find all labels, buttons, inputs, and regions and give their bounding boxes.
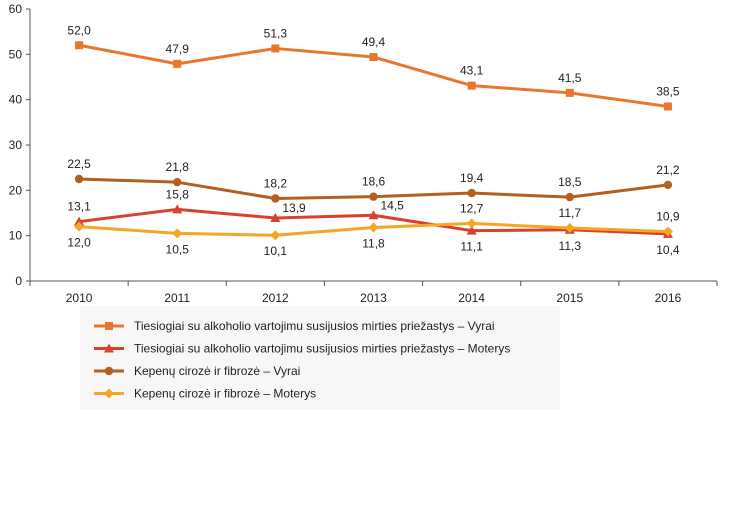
legend-label: Tiesiogiai su alkoholio vartojimu susiju… bbox=[134, 342, 510, 356]
series-group: 52,0 47,9 51,3 49,4 43,1 41,5 38,5 13,1 15,8 13,9… bbox=[67, 23, 680, 258]
data-point bbox=[467, 81, 476, 90]
legend-label: Kepenų cirozė ir fibrozė – Vyrai bbox=[134, 364, 300, 378]
data-label: 38,5 bbox=[656, 84, 680, 98]
data-point bbox=[74, 174, 84, 184]
legend-item: Tiesiogiai su alkoholio vartojimu susiju… bbox=[94, 342, 510, 356]
data-point bbox=[75, 41, 84, 50]
data-point bbox=[173, 59, 182, 68]
x-tick-label: 2010 bbox=[66, 291, 93, 305]
series-3: 22,5 21,8 18,2 18,6 19,4 18,5 21,2 bbox=[67, 157, 680, 203]
data-point bbox=[368, 210, 379, 220]
legend-marker bbox=[104, 343, 114, 353]
data-point bbox=[565, 192, 574, 202]
data-label: 10,9 bbox=[656, 210, 680, 224]
data-label: 10,1 bbox=[264, 244, 288, 258]
data-point bbox=[172, 204, 183, 214]
x-tick-label: 2011 bbox=[164, 291, 190, 305]
y-tick-label: 0 bbox=[15, 274, 22, 288]
x-tick-label: 2014 bbox=[458, 291, 485, 305]
x-tick-label: 2015 bbox=[556, 291, 583, 305]
legend-label: Kepenų cirozė ir fibrozė – Moterys bbox=[134, 387, 316, 401]
data-point bbox=[466, 225, 477, 235]
data-label: 52,0 bbox=[67, 23, 91, 37]
y-tick-label: 50 bbox=[9, 47, 23, 61]
data-label: 11,3 bbox=[559, 239, 582, 253]
data-label: 13,1 bbox=[67, 200, 91, 214]
data-point bbox=[369, 192, 378, 201]
x-tick-label: 2012 bbox=[262, 291, 289, 305]
data-label: 18,6 bbox=[362, 175, 386, 189]
data-label: 19,4 bbox=[460, 171, 484, 185]
y-tick-label: 10 bbox=[9, 229, 23, 243]
data-point bbox=[271, 44, 280, 53]
data-point bbox=[565, 88, 574, 97]
data-label: 21,8 bbox=[166, 160, 190, 174]
legend-marker bbox=[104, 388, 114, 399]
data-point bbox=[662, 226, 673, 237]
data-label: 43,1 bbox=[460, 64, 484, 78]
data-point bbox=[663, 180, 673, 190]
data-label: 12,0 bbox=[67, 236, 91, 250]
data-point bbox=[467, 188, 476, 198]
data-label: 47,9 bbox=[166, 42, 190, 56]
data-point bbox=[74, 216, 85, 226]
data-point bbox=[173, 177, 182, 187]
data-label: 15,8 bbox=[166, 187, 190, 201]
data-point bbox=[74, 221, 85, 232]
data-point bbox=[270, 212, 281, 222]
y-tick-label: 30 bbox=[9, 138, 23, 152]
legend-item: Kepenų cirozė ir fibrozė – Moterys bbox=[94, 387, 316, 401]
data-label: 11,7 bbox=[559, 206, 582, 220]
series-1: 52,0 47,9 51,3 49,4 43,1 41,5 38,5 bbox=[67, 23, 680, 111]
legend: Tiesiogiai su alkoholio vartojimu susiju… bbox=[94, 319, 510, 401]
data-label: 51,3 bbox=[264, 26, 288, 40]
data-label: 12,7 bbox=[460, 201, 484, 215]
legend-label: Tiesiogiai su alkoholio vartojimu susiju… bbox=[134, 319, 495, 333]
y-tick-label: 20 bbox=[9, 183, 23, 197]
series-4: 12,0 10,5 10,1 11,8 12,7 11,7 10,9 bbox=[67, 201, 680, 258]
data-label: 49,4 bbox=[362, 35, 386, 49]
x-tick-label: 2016 bbox=[655, 291, 682, 305]
axes: 0 10 20 30 40 50 60 2010 2011 2012 2013 2014 2015 201… bbox=[9, 2, 718, 305]
data-label: 10,5 bbox=[166, 242, 190, 256]
legend-item: Tiesiogiai su alkoholio vartojimu susiju… bbox=[94, 319, 495, 333]
y-tick-label: 60 bbox=[9, 2, 23, 16]
legend-marker bbox=[104, 366, 114, 376]
data-label: 11,1 bbox=[460, 240, 483, 254]
data-label: 41,5 bbox=[558, 71, 582, 85]
data-point bbox=[270, 230, 281, 241]
data-label: 13,9 bbox=[282, 201, 306, 215]
legend-item: Kepenų cirozė ir fibrozė – Vyrai bbox=[94, 364, 300, 378]
data-label: 14,5 bbox=[381, 198, 405, 212]
data-point bbox=[466, 218, 477, 229]
legend-marker bbox=[105, 322, 113, 330]
data-point bbox=[368, 222, 379, 233]
data-point bbox=[663, 102, 672, 111]
data-point bbox=[271, 194, 280, 203]
data-label: 22,5 bbox=[67, 157, 91, 171]
y-tick-label: 40 bbox=[9, 93, 23, 107]
x-tick-label: 2013 bbox=[360, 291, 387, 305]
data-label: 18,2 bbox=[264, 176, 288, 190]
data-point bbox=[564, 222, 575, 233]
data-label: 18,5 bbox=[558, 175, 582, 189]
data-point bbox=[369, 53, 378, 62]
data-label: 21,2 bbox=[656, 163, 680, 177]
data-label: 11,8 bbox=[362, 237, 385, 251]
data-point bbox=[172, 228, 183, 239]
legend-background bbox=[80, 306, 560, 410]
data-label: 10,4 bbox=[656, 243, 680, 257]
